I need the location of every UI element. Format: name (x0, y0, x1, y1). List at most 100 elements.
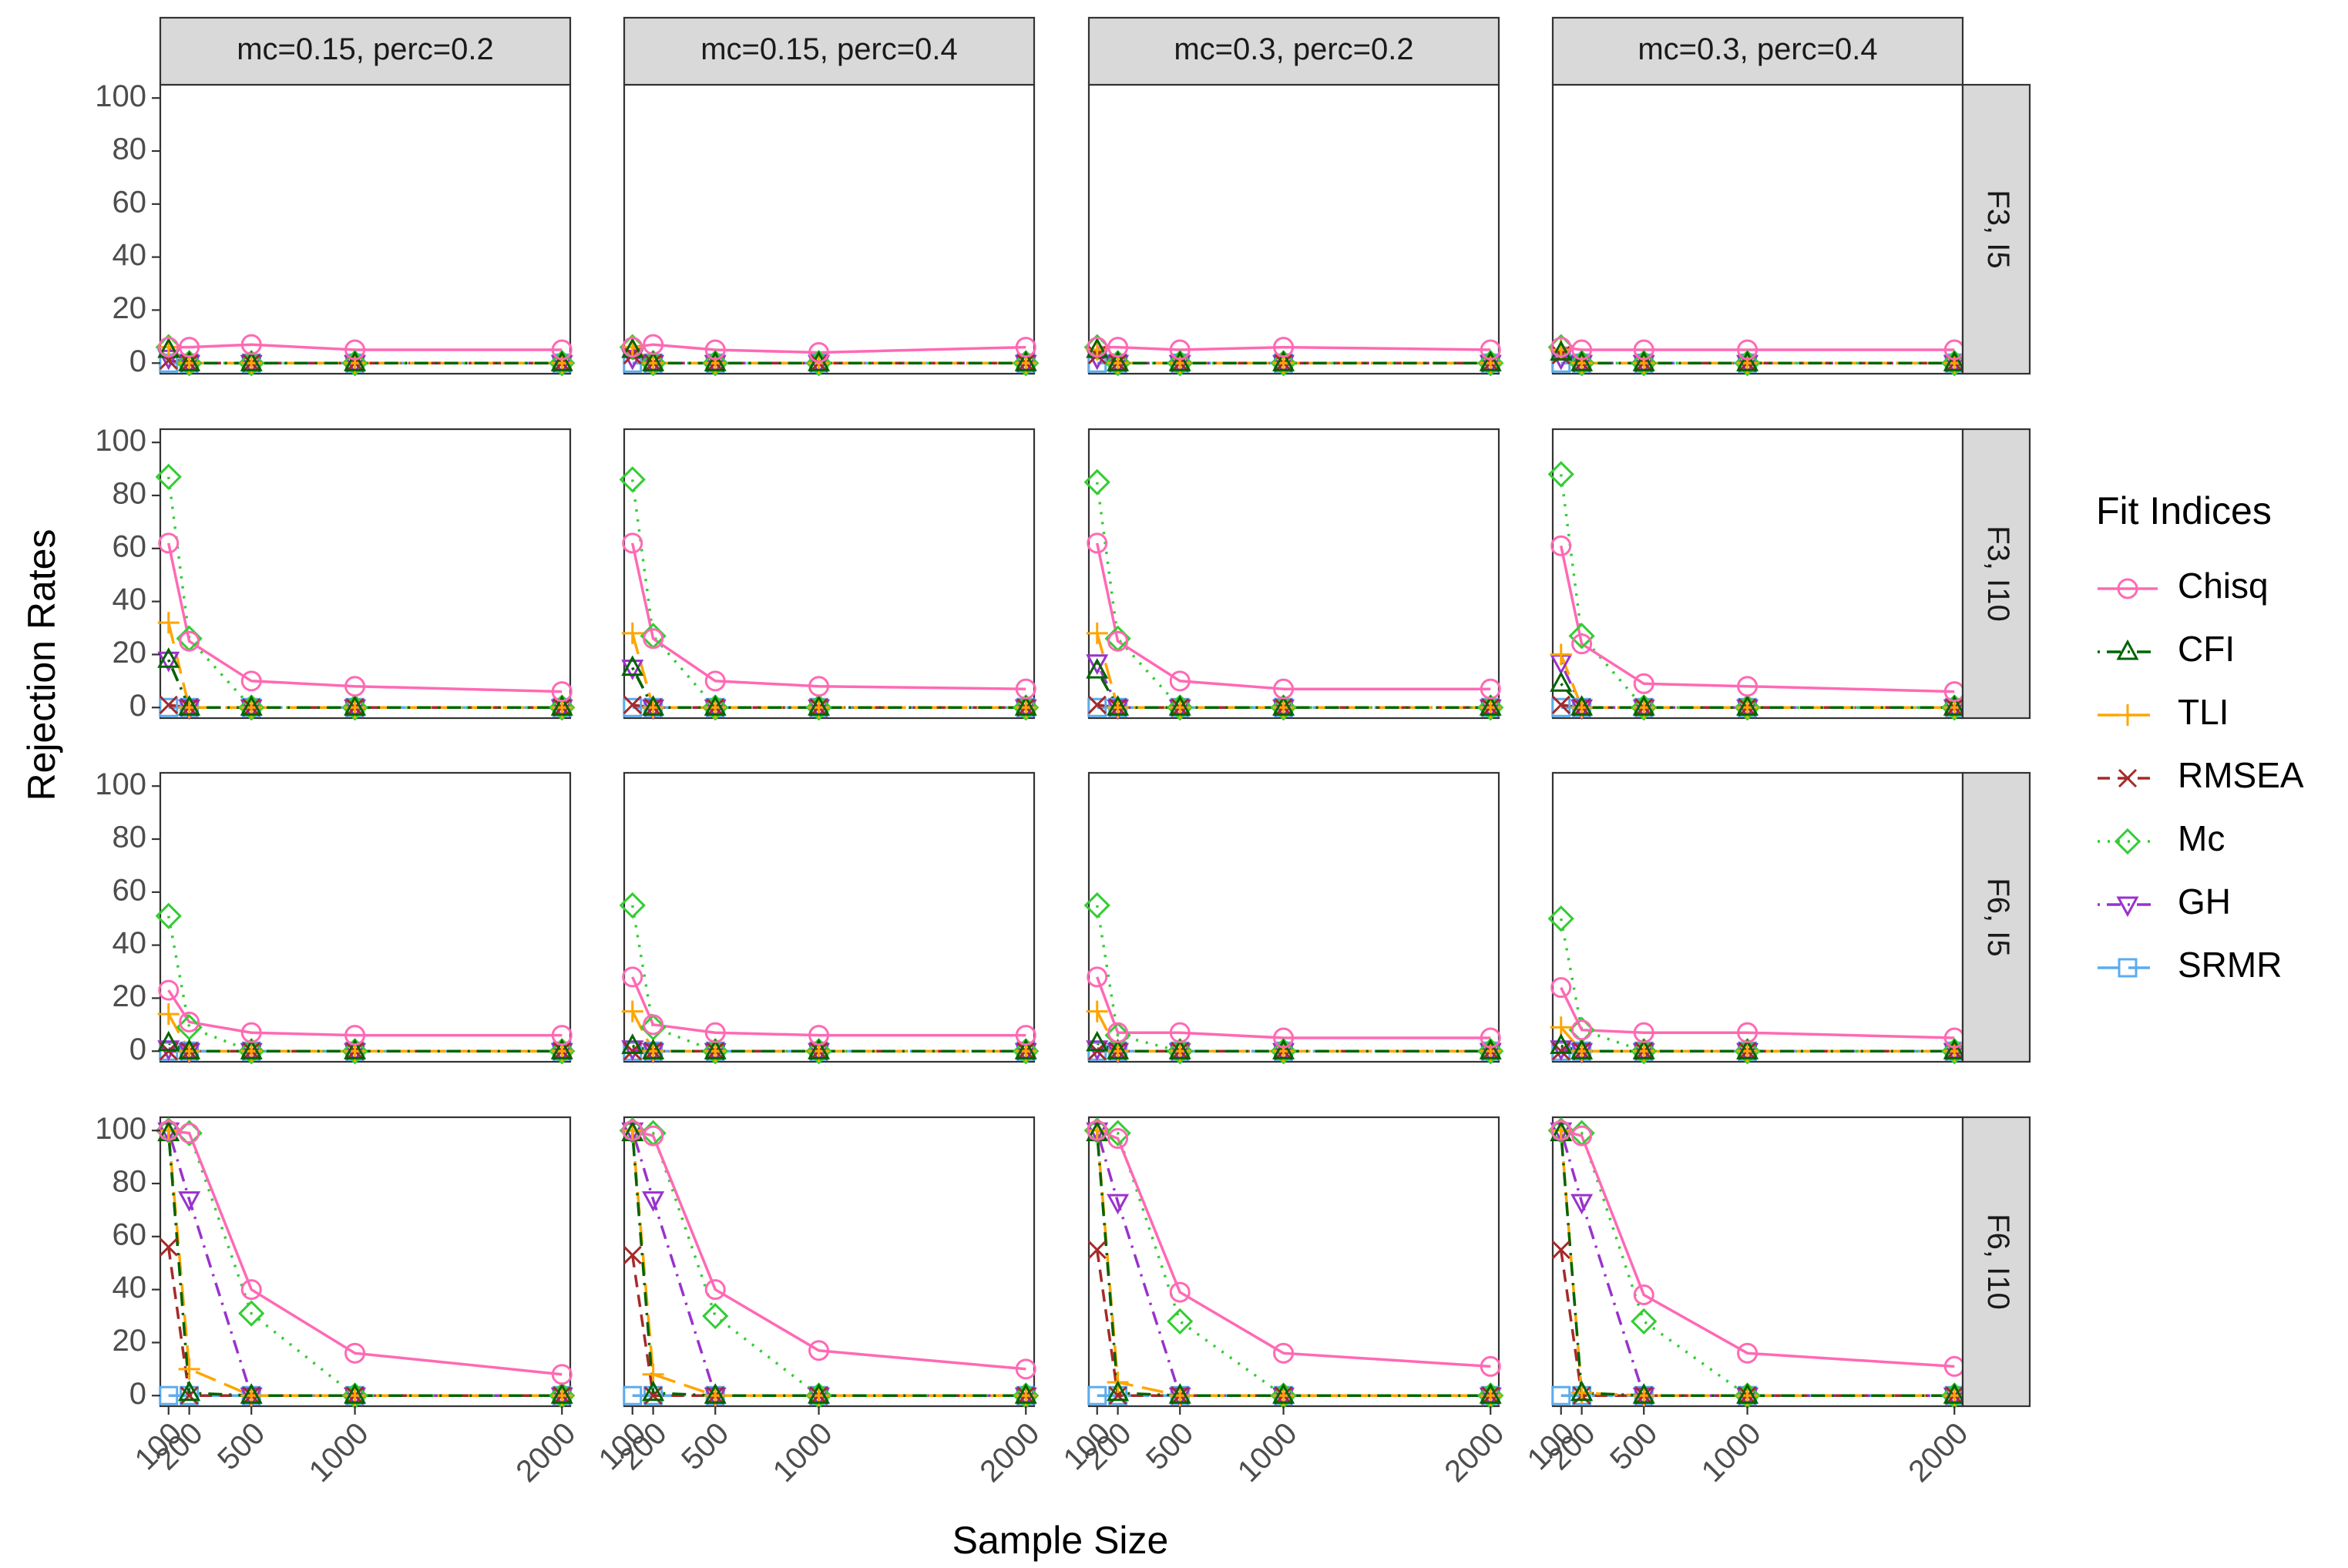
legend-key-srmr (2118, 958, 2138, 978)
point-cfi (621, 1033, 644, 1054)
point-cfi (1736, 1383, 1759, 1404)
point-cfi (1168, 1039, 1191, 1059)
point-chisq (1633, 339, 1654, 361)
y-tick-label: 100 (95, 79, 146, 113)
column-strip: mc=0.3, perc=0.2 (1087, 16, 1500, 86)
legend-item-rmsea: RMSEA (2098, 755, 2304, 795)
series-line-chisq (1095, 542, 1491, 690)
panel-f3-i10-mc-0-15-perc-0-2 (155, 428, 576, 721)
y-tick-label: 0 (129, 1377, 146, 1411)
legend-item-tli: TLI (2098, 692, 2229, 732)
x-tick-label: 1000 (303, 1416, 375, 1489)
series-line-chisq (1559, 546, 1955, 693)
point-cfi (1736, 1039, 1759, 1059)
point-srmr (1087, 697, 1107, 717)
y-tick-label: 60 (113, 873, 147, 907)
point-srmr (180, 1385, 200, 1405)
series-line-chisq (168, 1129, 563, 1376)
panel-f6-i10-mc-0-3-perc-0-4 (1547, 1116, 1968, 1409)
point-mc (1167, 694, 1194, 721)
facet-panels (155, 83, 1968, 1409)
series-line-chisq (166, 542, 563, 693)
column-strip-label: mc=0.15, perc=0.2 (237, 32, 494, 66)
point-cfi (1107, 1039, 1130, 1059)
point-mc (238, 350, 265, 377)
point-chisq (1015, 678, 1036, 700)
point-tli (157, 1003, 180, 1026)
point-mc (702, 350, 729, 377)
row-strip: F6, I10 (1961, 1116, 2031, 1408)
point-mc (1104, 350, 1131, 377)
x-tick-label: 2000 (973, 1416, 1046, 1489)
point-cfi (704, 351, 727, 371)
panel-f6-i5-mc-0-3-perc-0-4 (1547, 771, 1968, 1065)
point-cfi (178, 695, 201, 716)
panel-f6-i10-mc-0-3-perc-0-2 (1083, 1116, 1504, 1409)
point-cfi (1107, 351, 1130, 371)
legend-label: Mc (2178, 818, 2225, 858)
point-mc (341, 350, 368, 377)
point-cfi (1550, 671, 1573, 692)
point-rmsea (159, 695, 178, 714)
point-chisq (1480, 1027, 1501, 1049)
point-cfi (1570, 1039, 1594, 1059)
point-chisq (622, 337, 643, 358)
point-cfi (1168, 695, 1191, 716)
point-cfi (1272, 1039, 1295, 1059)
point-mc (1477, 350, 1504, 377)
point-cfi (1550, 340, 1573, 361)
point-chisq (1015, 337, 1036, 358)
point-cfi (240, 1039, 263, 1059)
point-mc (1734, 350, 1761, 377)
point-chisq (179, 337, 200, 358)
panel-border (1551, 1116, 1964, 1408)
row-strip-label: F6, I5 (1981, 878, 2015, 956)
x-tick-label: 2000 (509, 1416, 582, 1489)
point-cfi (1168, 1383, 1191, 1404)
point-chisq (344, 1025, 366, 1046)
series-line-chisq (1097, 1129, 1491, 1368)
point-chisq (1169, 1022, 1191, 1043)
x-tick-label: 1000 (1231, 1416, 1304, 1489)
point-mc (155, 463, 182, 491)
point-chisq (240, 1022, 262, 1043)
point-cfi (1570, 351, 1594, 371)
y-tick-label: 100 (95, 1112, 146, 1146)
point-cfi (157, 1030, 180, 1052)
series-line-chisq (1560, 986, 1955, 1039)
point-rmsea (643, 1386, 663, 1405)
panel-f6-i10-mc-0-15-perc-0-2 (155, 1116, 576, 1409)
y-tick-label: 40 (113, 926, 147, 960)
point-chisq (1169, 339, 1191, 361)
y-tick-label: 20 (113, 1324, 147, 1358)
point-cfi (1736, 695, 1759, 716)
point-mc (238, 694, 265, 721)
point-cfi (1479, 695, 1502, 716)
point-gh (642, 1191, 665, 1212)
point-cfi (1272, 351, 1295, 371)
point-chisq (1273, 337, 1295, 358)
point-gh (178, 1191, 201, 1212)
point-mc (1631, 350, 1658, 377)
point-srmr (623, 697, 643, 717)
legend-key-tli (2117, 704, 2138, 726)
point-cfi (704, 1039, 727, 1059)
point-mc (1167, 1038, 1194, 1065)
point-chisq (622, 966, 643, 988)
y-tick-label: 80 (113, 133, 147, 166)
point-mc (1547, 461, 1574, 488)
legend-label: RMSEA (2178, 755, 2304, 795)
point-tli (1086, 1000, 1108, 1022)
point-chisq (1480, 678, 1501, 700)
panel-f3-i5-mc-0-15-perc-0-2 (155, 83, 576, 377)
point-chisq (551, 681, 573, 703)
legend-label: TLI (2178, 692, 2229, 732)
point-chisq (179, 1011, 200, 1032)
x-tick-label: 500 (675, 1416, 735, 1476)
point-gh (1570, 1194, 1594, 1215)
legend-key-gh (2116, 896, 2139, 918)
point-chisq (1737, 1022, 1758, 1043)
point-mc (341, 1038, 368, 1065)
point-rmsea (623, 695, 642, 714)
